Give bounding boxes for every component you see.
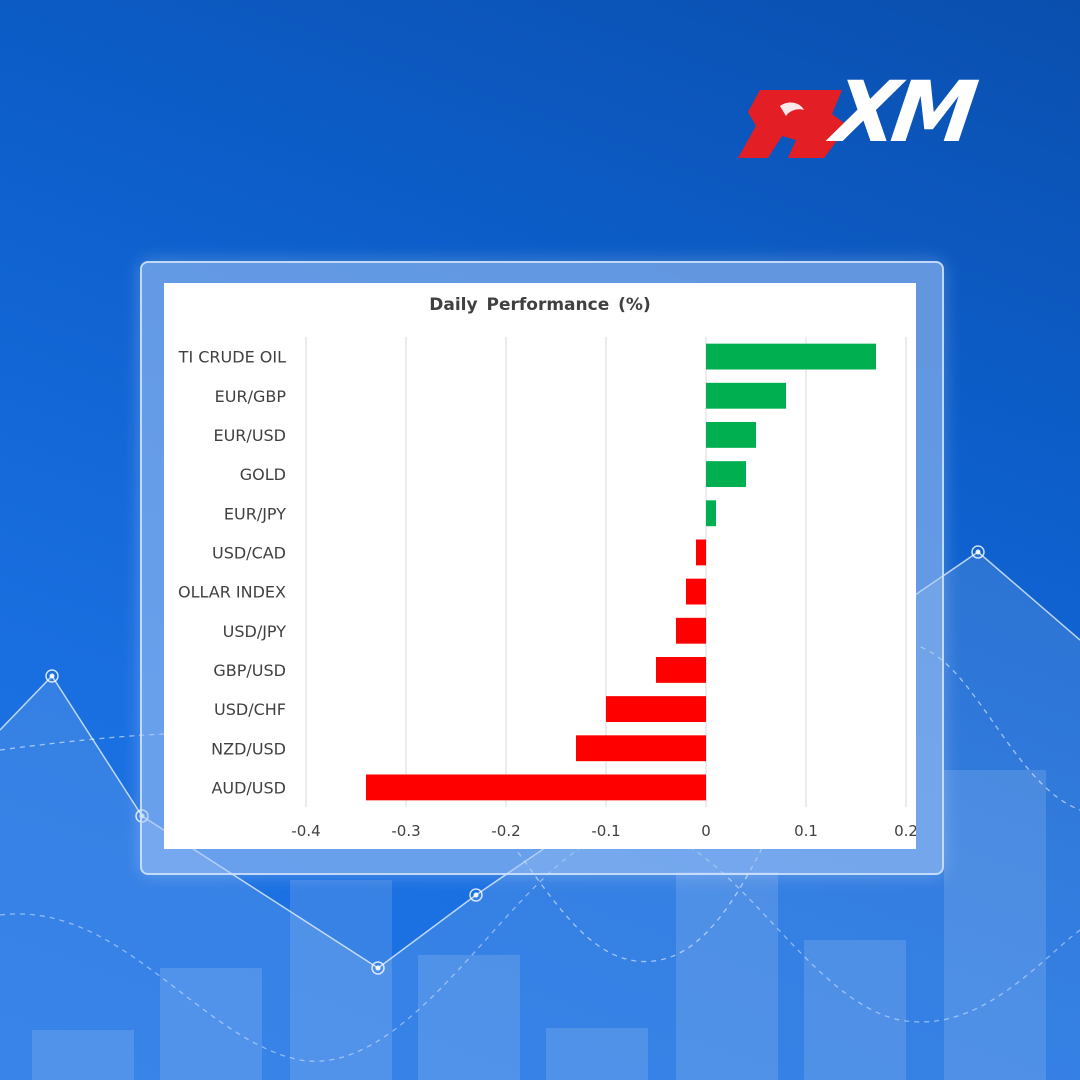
bg-node xyxy=(371,961,385,975)
bar-eur-usd xyxy=(706,421,756,448)
bg-bar xyxy=(290,880,392,1080)
bg-bar xyxy=(418,955,520,1080)
xm-logo xyxy=(738,90,848,158)
bg-node xyxy=(45,669,59,683)
bar-usd-cad xyxy=(696,539,706,566)
category-label: EUR/JPY xyxy=(224,504,286,523)
bar-gbp-usd xyxy=(656,656,706,683)
bar-usd-jpy xyxy=(676,617,706,644)
bar-nzd-usd xyxy=(576,735,706,762)
logo-text: XM xyxy=(827,63,978,161)
category-label: OLLAR INDEX xyxy=(178,583,286,602)
category-label: USD/CAD xyxy=(212,543,286,562)
bar-gold xyxy=(706,461,746,488)
x-tick-label: 0.1 xyxy=(794,822,818,840)
bg-bar xyxy=(804,940,906,1080)
category-label: USD/JPY xyxy=(223,622,287,641)
bg-bar xyxy=(546,1028,648,1080)
category-label: GOLD xyxy=(240,465,286,484)
chart-title: Daily Performance (%) xyxy=(429,295,651,315)
category-label: NZD/USD xyxy=(211,739,286,758)
x-tick-label: 0 xyxy=(701,822,711,840)
bar-eur-jpy xyxy=(706,500,716,527)
bg-bar xyxy=(32,1030,134,1080)
bg-bar xyxy=(944,770,1046,1080)
bar-aud-usd xyxy=(366,774,706,801)
x-tick-label: -0.3 xyxy=(391,822,420,840)
bg-node xyxy=(469,888,483,902)
category-label: EUR/USD xyxy=(213,426,286,445)
bar-chart: TI CRUDE OIL EUR/GBP EUR/USD GOLD EUR/JPY USD… xyxy=(178,337,916,840)
bg-bar xyxy=(676,872,778,1080)
category-label: USD/CHF xyxy=(214,700,286,719)
category-label: GBP/USD xyxy=(213,661,286,680)
bar-ti-crude-oil xyxy=(706,343,876,370)
bar-ollar-index xyxy=(686,578,706,605)
bar-usd-chf xyxy=(606,696,706,723)
bull-mark-icon xyxy=(738,90,848,158)
x-tick-label: 0.2 xyxy=(894,822,916,840)
category-label: EUR/GBP xyxy=(215,387,287,406)
bg-node xyxy=(971,545,985,559)
x-tick-label: -0.2 xyxy=(491,822,520,840)
category-label: AUD/USD xyxy=(211,778,286,797)
bg-bar xyxy=(160,968,262,1080)
chart-panel: TI CRUDE OIL EUR/GBP EUR/USD GOLD EUR/JPY USD… xyxy=(164,283,916,849)
bar-eur-gbp xyxy=(706,382,786,409)
x-tick-label: -0.4 xyxy=(291,822,320,840)
x-tick-label: -0.1 xyxy=(591,822,620,840)
category-label: TI CRUDE OIL xyxy=(178,348,286,367)
